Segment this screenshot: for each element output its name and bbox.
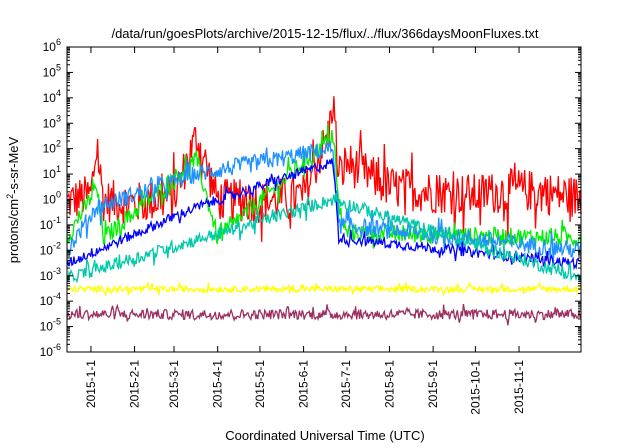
y-axis-label-main: protons/cm <box>6 199 21 263</box>
x-axis: 2015-1-1 2015-2-1 2015-3-1 2015-4-1 2015-5-1… <box>84 47 526 415</box>
x-tick-label: 2015-7-1 <box>339 360 353 408</box>
x-tick-label: 2015-11-1 <box>512 360 526 414</box>
x-axis-label: Coordinated Universal Time (UTC) <box>225 428 424 443</box>
series-line-2 <box>66 140 582 265</box>
x-tick-label: 2015-2-1 <box>128 360 142 408</box>
y-tick-label: 103 <box>43 113 61 130</box>
y-tick-label: 106 <box>43 37 61 54</box>
y-axis-label: protons/cm2-s-sr-MeV <box>5 136 21 263</box>
x-tick-label: 2015-3-1 <box>167 360 181 408</box>
y-tick-label: 10-6 <box>40 342 61 359</box>
y-tick-label: 100 <box>43 190 61 207</box>
x-tick-label: 2015-1-1 <box>84 360 98 408</box>
y-tick-label: 10-4 <box>40 291 61 308</box>
x-tick-label: 2015-9-1 <box>426 360 440 408</box>
series-line-4 <box>66 192 582 284</box>
y-tick-label: 10-3 <box>40 266 61 283</box>
x-tick-label: 2015-8-1 <box>382 360 396 408</box>
series-line-0 <box>66 96 582 242</box>
y-tick-label: 101 <box>43 164 61 181</box>
y-tick-label: 105 <box>43 62 61 79</box>
series-line-3 <box>66 158 582 271</box>
x-tick-label: 2015-10-1 <box>468 360 482 415</box>
y-tick-label: 10-5 <box>40 317 61 334</box>
y-tick-label: 104 <box>43 88 61 105</box>
y-tick-label: 10-1 <box>40 215 61 232</box>
x-tick-label: 2015-5-1 <box>253 360 267 408</box>
series-line-5 <box>66 281 582 297</box>
series-line-1 <box>66 123 582 249</box>
y-axis-label-sup: 2 <box>5 194 15 199</box>
series-line-6 <box>66 303 582 326</box>
y-axis-label-tail: -s-sr-MeV <box>6 136 21 193</box>
x-tick-label: 2015-6-1 <box>297 360 311 408</box>
x-tick-label: 2015-4-1 <box>211 360 225 408</box>
y-axis: 10-6 10-5 10-4 10-3 10-2 10-1 100 101 102 103 104 1… <box>40 37 581 359</box>
plot-area <box>66 96 582 326</box>
chart-title: /data/run/goesPlots/archive/2015-12-15/f… <box>111 26 538 41</box>
y-tick-label: 10-2 <box>40 240 61 257</box>
y-tick-label: 102 <box>43 139 61 156</box>
